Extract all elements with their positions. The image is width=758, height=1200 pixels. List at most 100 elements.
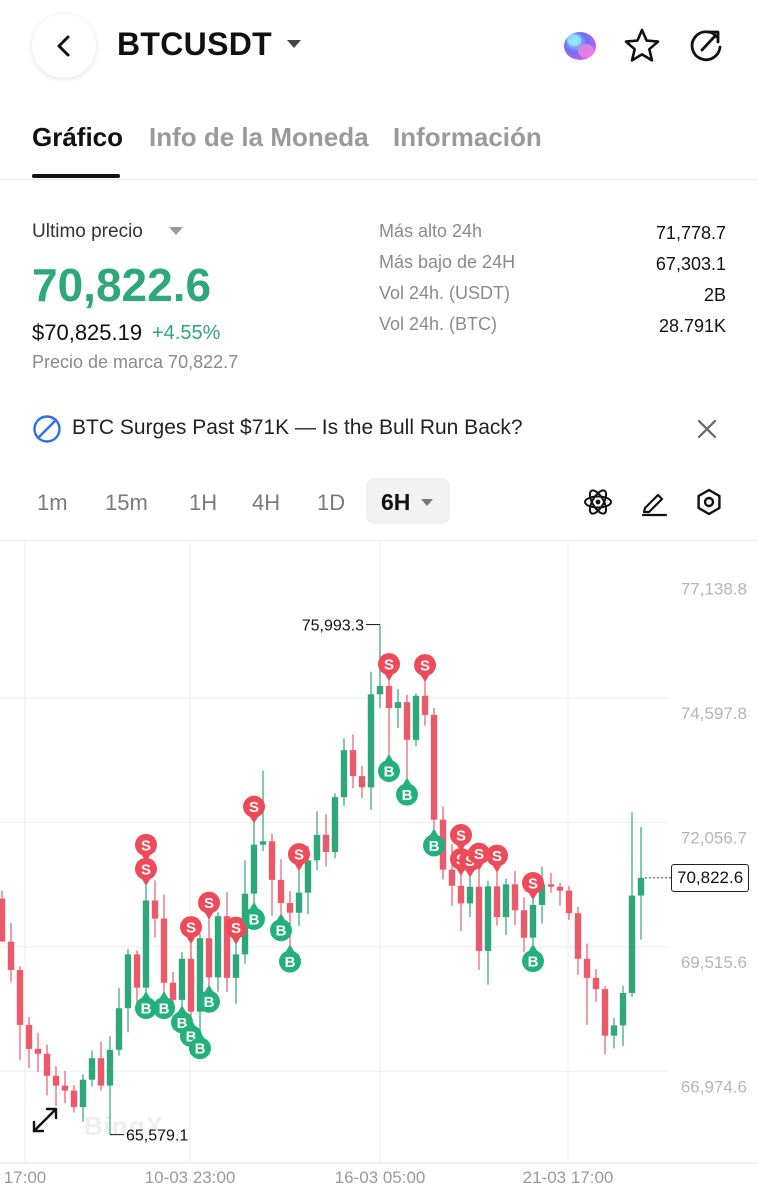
section-tabs: Gráfico Info de la Moneda Información xyxy=(0,100,758,180)
candle-body xyxy=(349,750,357,777)
close-news-button[interactable] xyxy=(692,414,722,444)
news-banner[interactable]: BTC Surges Past $71K — Is the Bull Run B… xyxy=(0,404,758,454)
candle-body xyxy=(592,977,600,990)
x-axis-tick-label: 16-03 05:00 xyxy=(335,1168,426,1187)
marker-letter: S xyxy=(141,837,151,854)
candle-body xyxy=(421,695,429,715)
buy-marker[interactable]: B xyxy=(189,1031,211,1060)
interval-1h[interactable]: 1H xyxy=(189,490,218,515)
interval-1d[interactable]: 1D xyxy=(317,490,346,515)
candle-body xyxy=(25,1024,33,1049)
candle-body xyxy=(52,1075,60,1086)
candle-body xyxy=(277,879,285,903)
price-type-caret-icon[interactable] xyxy=(168,226,184,237)
marker-letter: S xyxy=(474,846,484,863)
buy-marker[interactable]: B xyxy=(153,991,175,1020)
back-button[interactable] xyxy=(32,14,96,78)
candle-body xyxy=(106,1049,114,1086)
marker-circle xyxy=(522,872,544,895)
marker-letter: B xyxy=(384,764,395,781)
draw-pencil-icon[interactable] xyxy=(636,484,672,520)
expand-chart-button[interactable] xyxy=(30,1105,66,1141)
indicators-atom-icon[interactable] xyxy=(580,484,616,520)
candle-body xyxy=(322,834,330,852)
sell-marker[interactable]: S xyxy=(486,844,508,873)
marker-letter: B xyxy=(402,787,413,804)
sell-marker[interactable]: S xyxy=(180,916,202,945)
candle-body xyxy=(79,1079,87,1108)
buy-marker[interactable]: B xyxy=(522,944,544,973)
interval-4h[interactable]: 4H xyxy=(252,490,281,515)
candle-body xyxy=(475,886,483,951)
buy-marker[interactable]: B xyxy=(135,991,157,1020)
marker-letter: S xyxy=(186,920,196,937)
marker-letter: S xyxy=(420,658,430,675)
candle-body xyxy=(511,884,519,911)
marker-circle xyxy=(198,990,220,1013)
marker-circle xyxy=(450,824,472,847)
x-axis-tick-label: 17:00 xyxy=(4,1168,47,1187)
sell-marker[interactable]: S xyxy=(288,843,310,872)
interval-1m[interactable]: 1m xyxy=(37,490,68,515)
stat-low-value: 67,303.1 xyxy=(655,254,726,274)
favorite-star-icon[interactable] xyxy=(622,26,662,66)
candle-body xyxy=(376,685,384,695)
sell-marker[interactable]: S xyxy=(522,872,544,901)
buy-marker[interactable]: B xyxy=(279,944,301,973)
sell-marker[interactable]: S xyxy=(414,654,436,683)
marker-circle xyxy=(378,760,400,783)
marker-letter: B xyxy=(186,1028,197,1045)
current-price-tag: 70,822.6 xyxy=(671,863,750,892)
buy-marker[interactable]: B xyxy=(378,754,400,783)
y-axis-tick-label: 72,056.7 xyxy=(681,828,747,847)
marker-letter: S xyxy=(528,876,538,893)
interval-15m[interactable]: 15m xyxy=(105,490,148,515)
candle-body xyxy=(268,841,276,880)
news-globe-icon xyxy=(33,415,61,443)
buy-marker[interactable]: B xyxy=(423,828,445,857)
candle-body xyxy=(628,895,636,994)
price-chart[interactable]: BingX 77,138.8 74,597.8 72,056.7 69,515.6 66… xyxy=(0,540,758,1200)
candle-body xyxy=(493,886,501,918)
candle-body xyxy=(529,904,537,938)
marker-circle xyxy=(279,950,301,973)
sell-marker[interactable]: S xyxy=(378,653,400,682)
buy-marker[interactable]: B xyxy=(396,777,418,806)
buy-marker[interactable]: B xyxy=(198,984,220,1013)
sell-marker[interactable]: S xyxy=(198,891,220,920)
share-rotate-icon[interactable] xyxy=(686,26,726,66)
last-price: 70,822.6 xyxy=(32,259,212,311)
candle-body xyxy=(403,702,411,740)
buy-marker[interactable]: B xyxy=(243,901,265,930)
candle-body xyxy=(565,890,573,914)
candle-body xyxy=(556,886,564,891)
sell-marker[interactable]: S xyxy=(243,795,265,824)
candlestick-chart-svg[interactable]: 77,138.8 74,597.8 72,056.7 69,515.6 66,974.6… xyxy=(0,541,758,1200)
ai-assistant-orb-icon[interactable] xyxy=(560,26,600,66)
candle-body xyxy=(160,918,168,983)
marker-letter: B xyxy=(429,838,440,855)
symbol-title[interactable]: BTCUSDT xyxy=(117,26,272,62)
marker-letter: S xyxy=(141,861,151,878)
interval-selected-chip[interactable] xyxy=(366,478,450,524)
tab-info-moneda[interactable]: Info de la Moneda xyxy=(149,122,369,152)
candle-body xyxy=(610,1025,618,1036)
marker-circle xyxy=(288,843,310,866)
interval-dropdown-caret-icon[interactable] xyxy=(420,498,434,508)
marker-circle xyxy=(243,795,265,818)
sell-marker[interactable]: S xyxy=(225,916,247,945)
symbol-dropdown-caret-icon[interactable] xyxy=(286,38,302,50)
tab-informacion[interactable]: Información xyxy=(393,122,542,152)
candle-body xyxy=(394,702,402,709)
sell-marker[interactable]: S xyxy=(450,824,472,853)
chart-settings-hexagon-icon[interactable] xyxy=(691,484,727,520)
news-headline[interactable]: BTC Surges Past $71K — Is the Bull Run B… xyxy=(72,416,523,439)
change-percent: +4.55% xyxy=(152,322,221,344)
tab-grafico[interactable]: Gráfico xyxy=(32,122,124,152)
last-price-label[interactable]: Ultimo precio xyxy=(32,221,143,242)
sell-marker[interactable]: S xyxy=(135,857,157,886)
sell-marker[interactable]: S xyxy=(468,842,490,871)
interval-6h[interactable]: 6H xyxy=(381,489,411,515)
buy-marker[interactable]: B xyxy=(270,913,292,942)
sell-marker[interactable]: S xyxy=(135,833,157,862)
